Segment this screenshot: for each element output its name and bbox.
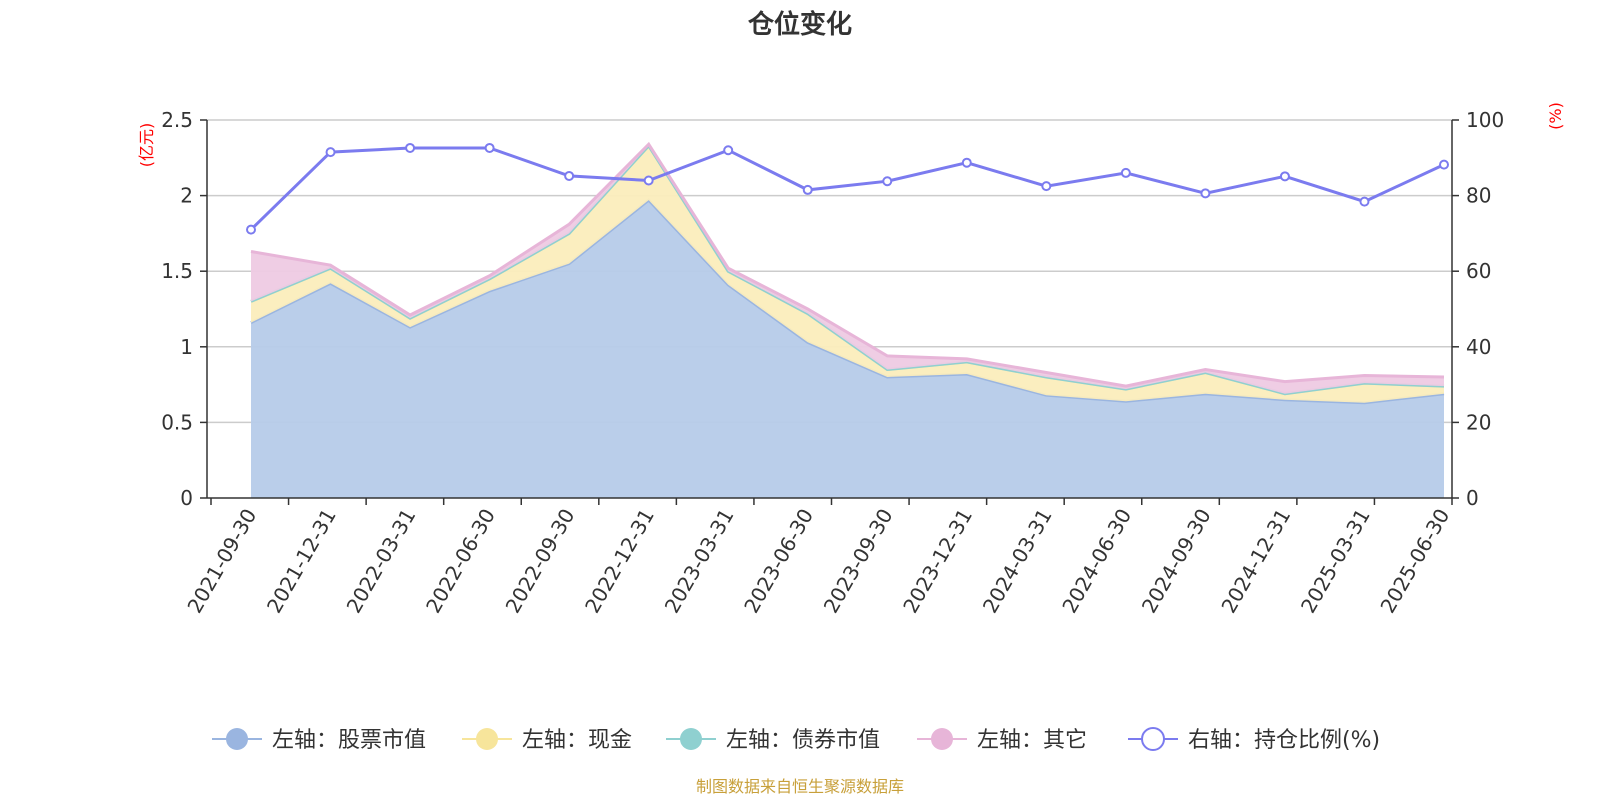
stock-area (251, 200, 1444, 498)
x-axis-label: 2022-12-31 (580, 505, 659, 618)
x-axis-label: 2022-09-30 (501, 505, 580, 618)
ratio-legend-marker (1141, 727, 1165, 751)
stacked-areas (250, 141, 1445, 498)
x-axis-label: 2024-06-30 (1057, 505, 1136, 618)
x-axis-label: 2025-03-31 (1296, 505, 1375, 618)
ratio-point (246, 224, 256, 235)
left-axis-tick-label: 0 (180, 486, 193, 510)
right-axis-tick-label: 80 (1466, 184, 1491, 208)
ratio-point (1439, 159, 1449, 170)
left-axis-tick-label: 2 (180, 184, 193, 208)
x-axis-label: 2022-06-30 (421, 505, 500, 618)
x-axis-label: 2024-12-31 (1216, 505, 1295, 618)
left-axis-tick-label: 0.5 (161, 410, 193, 434)
x-axis-label: 2021-12-31 (262, 505, 341, 618)
stock-legend-label: 左轴：股票市值 (272, 728, 426, 753)
other-legend-marker (931, 728, 953, 750)
cash-legend-label: 左轴：现金 (522, 728, 632, 753)
x-axis-label: 2022-03-31 (341, 505, 420, 618)
bond-legend-marker (680, 728, 702, 750)
ratio-legend-label: 右轴：持仓比例(%) (1188, 728, 1380, 753)
stock-legend-marker (226, 728, 248, 750)
x-axis-label: 2025-06-30 (1375, 505, 1454, 618)
ratio-point (484, 142, 495, 153)
ratio-line-layer (246, 142, 1449, 235)
x-axis-label: 2024-03-31 (978, 505, 1057, 618)
left-axis-unit: (亿元) (137, 123, 156, 168)
ratio-point (1359, 196, 1370, 207)
right-axis-tick-label: 40 (1466, 335, 1491, 359)
left-axis-tick-label: 2.5 (161, 108, 193, 132)
ratio-point (564, 170, 575, 181)
ratio-point (1120, 167, 1131, 178)
ratio-point (882, 176, 893, 187)
bond-legend-label: 左轴：债券市值 (726, 728, 880, 753)
x-axis-label: 2023-06-30 (739, 505, 818, 618)
other-area-edge (250, 141, 1445, 388)
x-axis-label: 2021-09-30 (182, 505, 261, 618)
x-axis-label: 2024-09-30 (1137, 505, 1216, 618)
cash-legend-marker (476, 728, 498, 750)
right-axis-tick-label: 60 (1466, 259, 1491, 283)
ratio-point (1041, 181, 1052, 192)
ratio-line (249, 146, 1445, 231)
x-axis-label: 2023-03-31 (660, 505, 739, 618)
ratio-point (1279, 171, 1290, 182)
ratio-point (723, 145, 734, 156)
right-axis-tick-label: 100 (1466, 108, 1504, 132)
cash-area (251, 145, 1444, 403)
right-axis-tick-label: 20 (1466, 410, 1491, 434)
ratio-point (325, 147, 336, 158)
ratio-point (961, 157, 972, 168)
right-axis-unit: (%) (1546, 102, 1565, 130)
x-axis-label: 2023-09-30 (819, 505, 898, 618)
right-axis-tick-label: 0 (1466, 486, 1479, 510)
data-source-note: 制图数据来自恒生聚源数据库 (696, 777, 904, 796)
x-axis-label: 2023-12-31 (898, 505, 977, 618)
legend: 左轴：股票市值 左轴：现金 左轴：债券市值 左轴：其它 右轴：持仓比例(%) (212, 727, 1380, 753)
ratio-point (1200, 188, 1211, 199)
ratio-point (802, 184, 813, 195)
left-axis-tick-label: 1.5 (161, 259, 193, 283)
ratio-point (643, 175, 654, 186)
other-legend-label: 左轴：其它 (977, 728, 1087, 753)
chart-title: 仓位变化 (747, 9, 852, 40)
ratio-point (405, 142, 416, 153)
left-axis-tick-label: 1 (180, 335, 193, 359)
